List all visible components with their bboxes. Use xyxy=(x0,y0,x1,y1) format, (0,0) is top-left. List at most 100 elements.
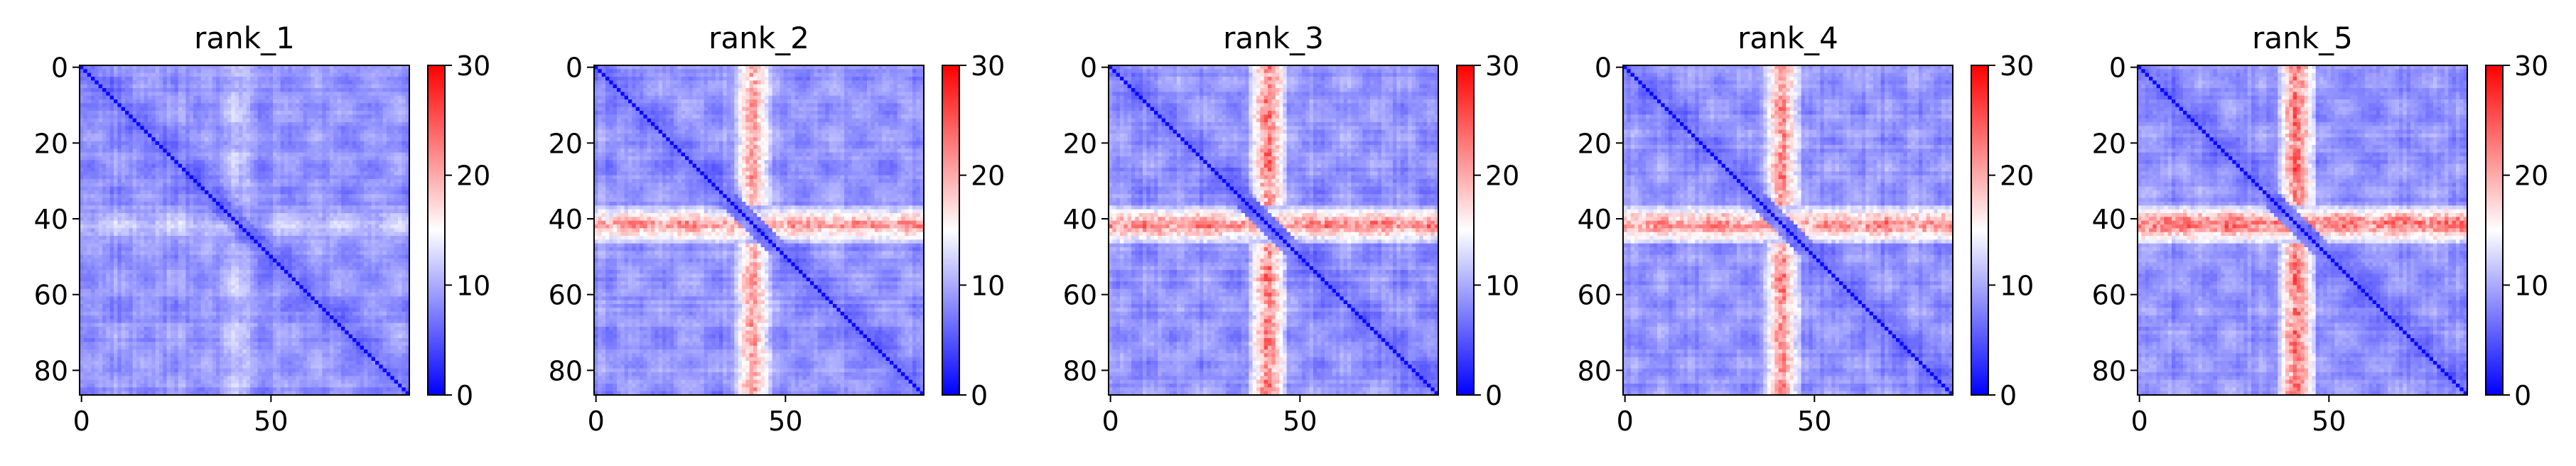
heatmap-cell xyxy=(140,88,144,92)
heatmap-cell xyxy=(276,107,281,112)
heatmap-cell xyxy=(372,213,376,217)
heatmap-cell xyxy=(224,194,228,198)
heatmap-cell xyxy=(190,179,194,183)
heatmap-cell xyxy=(174,114,178,119)
heatmap-cell xyxy=(122,126,126,130)
heatmap-cell xyxy=(311,119,315,123)
heatmap-cell xyxy=(95,73,99,77)
heatmap-cell xyxy=(140,179,144,183)
heatmap-cell xyxy=(242,224,247,229)
heatmap-cell xyxy=(144,148,149,153)
heatmap-cell xyxy=(269,85,274,89)
heatmap-cell xyxy=(281,171,285,175)
heatmap-cell xyxy=(258,217,262,221)
heatmap-cell xyxy=(171,164,175,168)
heatmap-cell xyxy=(284,194,289,198)
heatmap-cell xyxy=(390,80,394,85)
heatmap-cell xyxy=(136,122,141,126)
heatmap-cell xyxy=(110,153,114,157)
heatmap-cell xyxy=(273,137,277,141)
heatmap-cell xyxy=(159,130,163,134)
heatmap-cell xyxy=(87,96,92,100)
heatmap-cell xyxy=(383,122,387,126)
heatmap-cell xyxy=(284,160,289,164)
heatmap-cell xyxy=(322,107,326,112)
heatmap-cell xyxy=(247,148,251,153)
heatmap-cell xyxy=(262,122,266,126)
heatmap-cell xyxy=(182,130,186,134)
heatmap-cell xyxy=(383,73,387,77)
heatmap-cell xyxy=(171,202,175,206)
heatmap-cell xyxy=(95,114,99,119)
heatmap-cell xyxy=(208,92,212,96)
heatmap-cell xyxy=(387,130,391,134)
heatmap-cell xyxy=(247,224,251,229)
heatmap-cell xyxy=(372,122,376,126)
heatmap-cell xyxy=(250,103,254,107)
heatmap-cell xyxy=(182,224,186,229)
heatmap-cell xyxy=(95,171,99,175)
heatmap-cell xyxy=(156,114,160,119)
heatmap-cell xyxy=(273,99,277,104)
heatmap-cell xyxy=(330,103,334,107)
heatmap-cell xyxy=(122,171,126,175)
heatmap-cell xyxy=(91,187,95,191)
heatmap-cell xyxy=(356,99,360,104)
heatmap-cell xyxy=(133,69,137,73)
heatmap-cell xyxy=(144,119,149,123)
heatmap-cell xyxy=(125,137,129,141)
heatmap-cell xyxy=(148,77,152,81)
heatmap-cell xyxy=(212,111,217,115)
heatmap-cell xyxy=(299,134,303,138)
heatmap-cell xyxy=(91,224,95,229)
heatmap-cell xyxy=(140,73,144,77)
heatmap-cell xyxy=(276,111,281,115)
heatmap-cell xyxy=(367,221,372,225)
heatmap-cell xyxy=(224,190,228,195)
heatmap-cell xyxy=(125,96,129,100)
heatmap-cell xyxy=(402,80,406,85)
heatmap-cell xyxy=(136,77,141,81)
heatmap-cell xyxy=(220,198,224,202)
heatmap-cell xyxy=(114,168,118,172)
heatmap-cell xyxy=(185,73,190,77)
heatmap-cell xyxy=(372,175,376,180)
heatmap-cell xyxy=(216,156,220,161)
heatmap-cell xyxy=(383,194,387,198)
heatmap-cell xyxy=(193,179,198,183)
heatmap-cell xyxy=(122,122,126,126)
heatmap-cell xyxy=(398,111,402,115)
heatmap-cell xyxy=(247,111,251,115)
heatmap-cell xyxy=(95,88,99,92)
heatmap-cell xyxy=(185,69,190,73)
heatmap-cell xyxy=(315,99,319,104)
heatmap-cell xyxy=(167,130,171,134)
heatmap-cell xyxy=(299,77,303,81)
heatmap-cell xyxy=(356,134,360,138)
heatmap-cell xyxy=(87,80,92,85)
heatmap-cell xyxy=(95,168,99,172)
heatmap-cell xyxy=(205,148,209,153)
heatmap-cell xyxy=(239,111,243,115)
heatmap-cell xyxy=(311,202,315,206)
heatmap-cell xyxy=(330,137,334,141)
heatmap-cell xyxy=(273,114,277,119)
heatmap-cell xyxy=(99,217,103,221)
heatmap-cell xyxy=(273,194,277,198)
heatmap-cell xyxy=(367,213,372,217)
heatmap-cell xyxy=(151,156,156,161)
heatmap-cell xyxy=(83,160,87,164)
heatmap-cell xyxy=(163,122,167,126)
heatmap-cell xyxy=(235,126,239,130)
heatmap-cell xyxy=(322,145,326,149)
heatmap-cell xyxy=(185,107,190,112)
heatmap-cell xyxy=(182,183,186,187)
heatmap-cell xyxy=(193,85,198,89)
heatmap-cell xyxy=(190,168,194,172)
heatmap-cell xyxy=(315,103,319,107)
heatmap-cell xyxy=(315,134,319,138)
heatmap-cell xyxy=(338,198,342,202)
heatmap-cell xyxy=(292,179,296,183)
heatmap-cell xyxy=(345,221,349,225)
heatmap-cell xyxy=(247,77,251,81)
